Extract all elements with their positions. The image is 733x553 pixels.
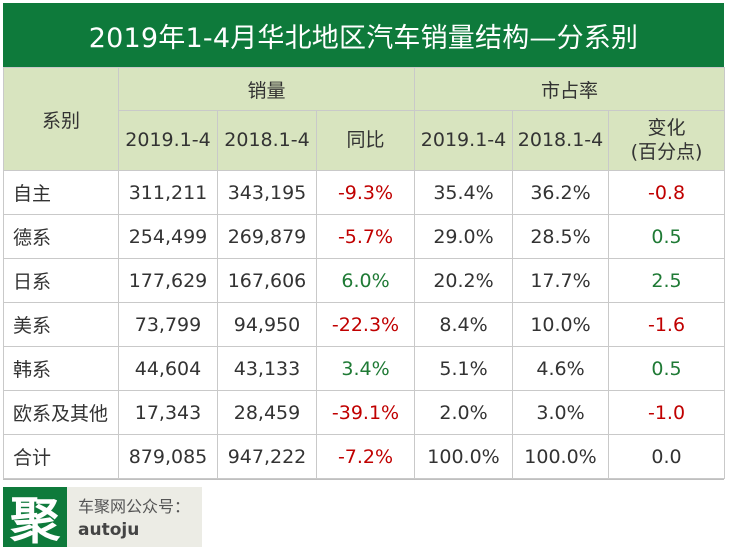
yoy-cell: -22.3%: [315, 302, 416, 347]
yoy-cell: -5.7%: [315, 214, 416, 259]
table-row: 韩系 44,604 43,133 3.4% 5.1% 4.6% 0.5: [3, 346, 726, 391]
share-2019-cell: 29.0%: [414, 214, 514, 259]
share-2018-cell: 28.5%: [512, 214, 610, 259]
header-series: 系别: [3, 67, 119, 171]
brand-account-label: 车聚网公众号：: [78, 497, 191, 516]
sales-2019-cell: 177,629: [118, 258, 218, 303]
header-change-label: 变化: [647, 116, 686, 139]
yoy-cell: -7.2%: [315, 434, 416, 479]
brand-box: 车聚网公众号： autoju: [67, 487, 202, 547]
yoy-cell: -9.3%: [315, 170, 416, 215]
yoy-cell: -39.1%: [315, 390, 416, 435]
share-2019-cell: 20.2%: [414, 258, 514, 303]
share-2019-cell: 35.4%: [414, 170, 514, 215]
change-cell: -1.0: [608, 390, 726, 435]
sales-2019-cell: 254,499: [118, 214, 218, 259]
share-2018-cell: 17.7%: [512, 258, 610, 303]
row-name: 日系: [3, 258, 119, 303]
header-yoy: 同比: [315, 110, 416, 171]
sales-2018-cell: 43,133: [217, 346, 317, 391]
row-name: 合计: [3, 434, 119, 479]
logo-mark: 聚: [3, 487, 67, 550]
header-share-2018: 2018.1-4: [512, 110, 610, 171]
table-row: 美系 73,799 94,950 -22.3% 8.4% 10.0% -1.6: [3, 302, 726, 347]
sales-2019-cell: 879,085: [118, 434, 218, 479]
header-change-unit: (百分点): [630, 140, 703, 163]
share-2019-cell: 8.4%: [414, 302, 514, 347]
table-row: 欧系及其他 17,343 28,459 -39.1% 2.0% 3.0% -1.0: [3, 390, 726, 435]
yoy-cell: 6.0%: [315, 258, 416, 303]
row-name: 自主: [3, 170, 119, 215]
row-name: 欧系及其他: [3, 390, 119, 435]
share-2018-cell: 4.6%: [512, 346, 610, 391]
sales-2019-cell: 73,799: [118, 302, 218, 347]
share-2018-cell: 3.0%: [512, 390, 610, 435]
change-cell: -1.6: [608, 302, 726, 347]
sales-structure-table: 系别 销量 市占率 2019.1-4 2018.1-4 同比 2019.1-4 …: [3, 67, 726, 479]
table-body: 自主 311,211 343,195 -9.3% 35.4% 36.2% -0.8 德系 254…: [3, 170, 726, 479]
share-2018-cell: 36.2%: [512, 170, 610, 215]
change-cell: 2.5: [608, 258, 726, 303]
sales-2018-cell: 28,459: [217, 390, 317, 435]
change-cell: 0.5: [608, 214, 726, 259]
share-2019-cell: 5.1%: [414, 346, 514, 391]
header-sales-2019: 2019.1-4: [118, 110, 218, 171]
header-change: 变化 (百分点): [608, 110, 726, 171]
table-row: 德系 254,499 269,879 -5.7% 29.0% 28.5% 0.5: [3, 214, 726, 259]
header-sales: 销量: [117, 67, 416, 111]
sales-2018-cell: 167,606: [217, 258, 317, 303]
sales-2019-cell: 311,211: [118, 170, 218, 215]
share-2019-cell: 2.0%: [414, 390, 514, 435]
sales-2018-cell: 269,879: [217, 214, 317, 259]
chart-title: 2019年1-4月华北地区汽车销量结构—分系别: [3, 3, 724, 67]
brand-account-id: autoju: [78, 520, 140, 540]
change-cell: -0.8: [608, 170, 726, 215]
sales-2019-cell: 44,604: [118, 346, 218, 391]
yoy-cell: 3.4%: [315, 346, 416, 391]
sales-2018-cell: 947,222: [217, 434, 317, 479]
row-name: 美系: [3, 302, 119, 347]
table-row: 日系 177,629 167,606 6.0% 20.2% 17.7% 2.5: [3, 258, 726, 303]
share-2018-cell: 100.0%: [512, 434, 610, 479]
change-cell: 0.5: [608, 346, 726, 391]
share-2019-cell: 100.0%: [414, 434, 514, 479]
header-share-2019: 2019.1-4: [414, 110, 514, 171]
sales-2018-cell: 94,950: [217, 302, 317, 347]
share-2018-cell: 10.0%: [512, 302, 610, 347]
table-row: 自主 311,211 343,195 -9.3% 35.4% 36.2% -0.8: [3, 170, 726, 215]
table-row: 合计 879,085 947,222 -7.2% 100.0% 100.0% 0.0: [3, 434, 726, 479]
header-sales-2018: 2018.1-4: [217, 110, 317, 171]
sales-2019-cell: 17,343: [118, 390, 218, 435]
change-cell: 0.0: [608, 434, 726, 479]
row-name: 德系: [3, 214, 119, 259]
sales-2018-cell: 343,195: [217, 170, 317, 215]
row-name: 韩系: [3, 346, 119, 391]
header-market-share: 市占率: [414, 67, 726, 111]
